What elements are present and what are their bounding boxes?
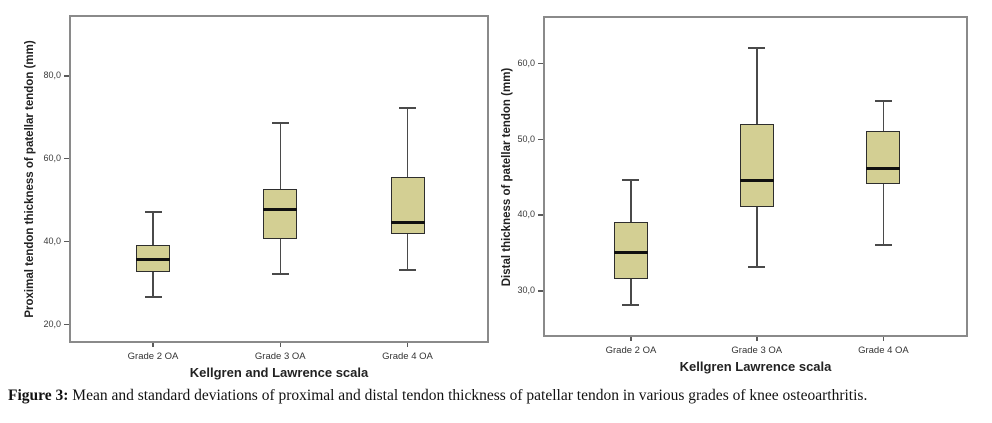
- y-axis-title: Distal thickness of patellar tendon (mm): [501, 67, 513, 286]
- iqr-box: [739, 123, 774, 207]
- iqr-box: [263, 188, 298, 239]
- x-axis-title: Kellgren Lawrence scala: [679, 359, 832, 374]
- iqr-box: [390, 176, 425, 235]
- whisker-cap-top: [399, 107, 417, 110]
- y-axis-tick-label: 80,0: [43, 70, 61, 81]
- category-label: Grade 4 OA: [382, 351, 433, 362]
- y-axis-tick: [538, 62, 543, 65]
- y-axis-tick-label: 60,0: [517, 57, 535, 68]
- iqr-box: [613, 221, 648, 279]
- y-axis-tick-label: 40,0: [43, 235, 61, 246]
- median-line: [263, 208, 298, 212]
- y-axis-tick-label: 60,0: [43, 152, 61, 163]
- y-axis-tick: [64, 240, 69, 243]
- whisker-cap-top: [144, 210, 162, 213]
- median-line: [613, 250, 648, 254]
- category-label: Grade 3 OA: [254, 351, 306, 362]
- y-axis-tick: [538, 214, 543, 216]
- y-axis-tick: [64, 323, 69, 326]
- x-axis-tick: [882, 337, 885, 341]
- category-label: Grade 2 OA: [127, 351, 179, 362]
- whisker-cap-top: [271, 121, 289, 124]
- iqr-box: [866, 131, 901, 185]
- y-axis-tick: [538, 290, 543, 292]
- y-axis-tick: [538, 138, 543, 141]
- whisker-cap-bottom: [144, 295, 162, 298]
- x-axis-tick: [152, 343, 154, 347]
- y-axis-tick-label: 40,0: [517, 209, 535, 220]
- x-axis-tick: [279, 343, 281, 347]
- y-axis-tick-label: 20,0: [43, 318, 61, 329]
- category-label: Grade 4 OA: [858, 345, 909, 356]
- figure-caption-label: Figure 3:: [8, 387, 69, 404]
- x-axis-tick: [630, 337, 632, 341]
- median-line: [739, 178, 774, 182]
- whisker-cap-bottom: [271, 272, 289, 275]
- median-line: [866, 167, 901, 171]
- whisker-cap-bottom: [748, 266, 766, 269]
- x-axis-tick: [756, 337, 758, 341]
- whisker-cap-bottom: [622, 304, 640, 307]
- y-axis-tick-label: 30,0: [517, 285, 535, 296]
- whisker-cap-bottom: [874, 243, 892, 246]
- whisker-cap-bottom: [399, 268, 417, 271]
- median-line: [136, 257, 170, 261]
- y-axis-tick: [64, 75, 69, 77]
- category-label: Grade 2 OA: [605, 345, 657, 356]
- figure-caption-text: Mean and standard deviations of proximal…: [68, 387, 868, 404]
- x-axis-tick: [406, 343, 409, 347]
- y-axis-tick-label: 50,0: [517, 133, 535, 144]
- whisker-cap-top: [874, 99, 892, 102]
- category-label: Grade 3 OA: [731, 345, 783, 356]
- figure-caption: Figure 3: Mean and standard deviations o…: [8, 387, 988, 405]
- whisker-cap-top: [748, 46, 766, 49]
- median-line: [390, 220, 425, 224]
- x-axis-title: Kellgren and Lawrence scala: [189, 365, 369, 380]
- y-axis-tick: [64, 157, 69, 160]
- whisker-cap-top: [622, 179, 640, 182]
